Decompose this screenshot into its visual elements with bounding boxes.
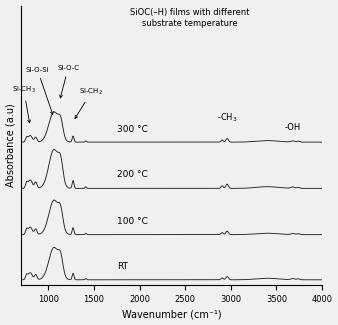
Text: -OH: -OH [285, 123, 301, 132]
Text: RT: RT [117, 262, 128, 271]
Text: -CH$_3$: -CH$_3$ [217, 112, 237, 124]
Text: Si-CH$_2$: Si-CH$_2$ [75, 87, 103, 119]
X-axis label: Wavenumber (cm⁻¹): Wavenumber (cm⁻¹) [122, 309, 221, 319]
Y-axis label: Absorbance (a.u): Absorbance (a.u) [5, 103, 16, 187]
Text: Si-CH$_3$: Si-CH$_3$ [12, 85, 36, 123]
Text: 300 °C: 300 °C [117, 125, 148, 134]
Text: 100 °C: 100 °C [117, 217, 148, 226]
Text: 200 °C: 200 °C [117, 170, 148, 179]
Text: Si-O-C: Si-O-C [57, 65, 79, 98]
Text: Si-O-Si: Si-O-Si [26, 67, 53, 114]
Text: SiOC(–H) films with different
substrate temperature: SiOC(–H) films with different substrate … [130, 8, 249, 28]
